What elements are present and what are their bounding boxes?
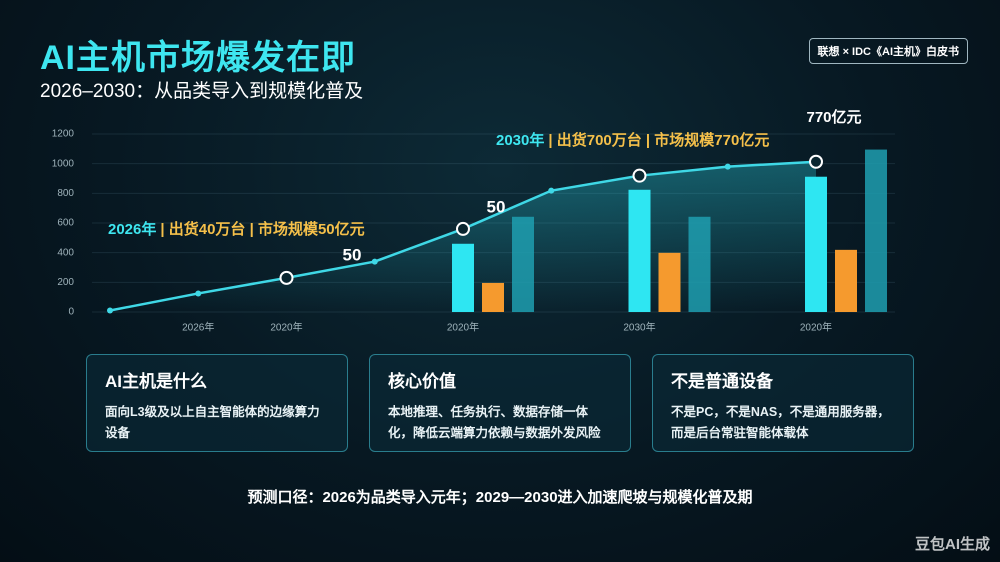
point-label: 770亿元: [806, 108, 861, 126]
bar: [835, 249, 857, 312]
card-body: 不是PC，不是NAS，不是通用服务器，而是后台常驻智能体载体: [671, 405, 890, 440]
x-tick-label: 2020年: [800, 321, 832, 334]
card-title: 不是普通设备: [671, 372, 773, 391]
point: [371, 258, 378, 265]
bar: [688, 216, 711, 312]
subtitle: 2026–2030：从品类导入到规模化普及: [40, 81, 364, 102]
card-title: 核心价值: [388, 372, 456, 391]
callout: 2026年 | 出货40万台 | 市场规模50亿元: [108, 220, 365, 238]
callout-detail: | 出货700万台 | 市场规模770亿元: [548, 131, 769, 149]
point-label: 50: [487, 197, 506, 216]
y-tick-label: 0: [68, 307, 74, 318]
y-tick-label: 800: [57, 188, 74, 199]
footer: 预测口径：2026为品类导入元年；2029—2030进入加速爬坡与规模化普及期: [247, 489, 753, 506]
y-tick-label: 200: [57, 277, 74, 288]
callout: 2030年 | 出货700万台 | 市场规模770亿元: [496, 131, 769, 149]
point: [279, 270, 294, 285]
point: [456, 221, 470, 236]
point: [809, 154, 823, 169]
bar: [512, 216, 534, 312]
point: [632, 168, 647, 183]
bar: [452, 243, 474, 312]
point: [724, 163, 731, 170]
callout-detail: | 出货40万台 | 市场规模50亿元: [160, 220, 364, 238]
y-tick-label: 400: [57, 247, 74, 258]
point: [548, 187, 555, 194]
badge: 联想 × IDC《AI主机》白皮书: [808, 38, 968, 64]
bar: [482, 282, 504, 312]
x-tick-label: 2026年: [182, 321, 214, 334]
card: AI主机是什么面向L3级及以上自主智能体的边缘算力设备: [86, 354, 348, 452]
y-tick-label: 600: [57, 218, 74, 229]
x-tick-label: 2030年: [623, 321, 655, 334]
x-tick-label: 2020年: [447, 321, 479, 334]
title: AI主机市场爆发在即: [40, 39, 356, 77]
y-tick-label: 1000: [52, 158, 75, 169]
x-tick-label: 2020年: [270, 321, 302, 334]
bar: [658, 252, 681, 312]
bar: [865, 149, 887, 312]
card-title: AI主机是什么: [105, 372, 207, 391]
callout-year: 2030年: [496, 131, 544, 149]
card: 核心价值本地推理、任务执行、数据存储一体化，降低云端算力依赖与数据外发风险: [369, 354, 631, 452]
point-label: 50: [343, 245, 362, 264]
bar: [628, 189, 651, 312]
point: [195, 290, 202, 297]
callout-year: 2026年: [108, 220, 156, 238]
card-body: 面向L3级及以上自主智能体的边缘算力设备: [105, 405, 320, 440]
point: [107, 307, 113, 314]
bar: [805, 176, 827, 312]
watermark: 豆包AI生成: [914, 536, 990, 553]
card: 不是普通设备不是PC，不是NAS，不是通用服务器，而是后台常驻智能体载体: [652, 354, 914, 452]
y-tick-label: 1200: [52, 129, 75, 140]
card-body: 本地推理、任务执行、数据存储一体化，降低云端算力依赖与数据外发风险: [388, 405, 601, 440]
